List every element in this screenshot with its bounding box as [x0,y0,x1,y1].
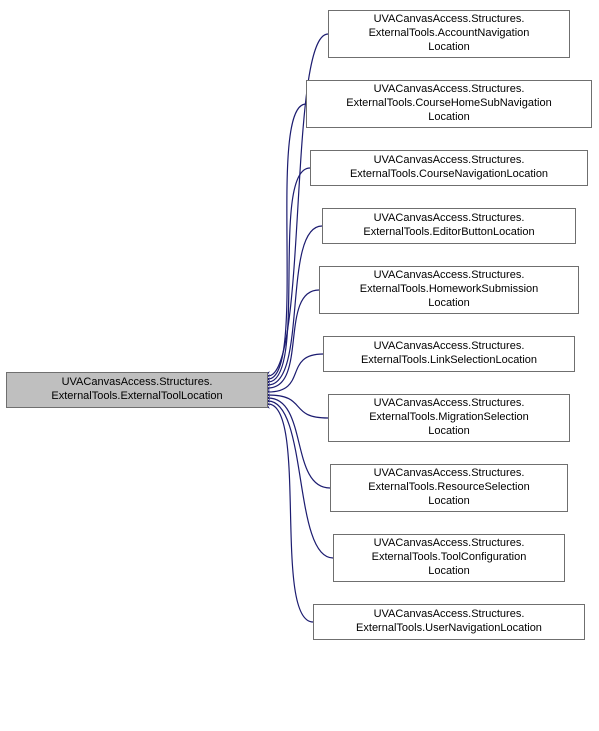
class-name-line: Location [335,425,563,439]
derived-class-node[interactable]: UVACanvasAccess.Structures.ExternalTools… [306,80,592,128]
class-name-line: Location [326,297,572,311]
derived-class-node[interactable]: UVACanvasAccess.Structures.ExternalTools… [328,394,570,442]
class-name-line: Location [335,41,563,55]
class-name-line: ExternalTools.CourseHomeSubNavigation [313,97,585,111]
class-name-line: UVACanvasAccess.Structures. [335,397,563,411]
derived-class-node[interactable]: UVACanvasAccess.Structures.ExternalTools… [319,266,579,314]
inheritance-edge [268,398,330,488]
class-name-line: ExternalTools.ResourceSelection [337,481,561,495]
inheritance-edge [268,168,310,382]
class-name-line: UVACanvasAccess.Structures. [330,340,568,354]
class-name-line: ExternalTools.UserNavigationLocation [320,622,578,636]
class-name-line: Location [340,565,558,579]
class-name-line: UVACanvasAccess.Structures. [335,13,563,27]
derived-class-node[interactable]: UVACanvasAccess.Structures.ExternalTools… [333,534,565,582]
class-name-line: UVACanvasAccess.Structures. [313,83,585,97]
class-name-line: UVACanvasAccess.Structures. [326,269,572,283]
diagram-canvas: UVACanvasAccess.Structures.ExternalTools… [0,0,599,731]
class-name-line: Location [313,111,585,125]
derived-class-node[interactable]: UVACanvasAccess.Structures.ExternalTools… [313,604,585,640]
inheritance-edge [268,290,319,388]
class-name-line: UVACanvasAccess.Structures. [320,608,578,622]
class-name-line: UVACanvasAccess.Structures. [337,467,561,481]
class-name-line: ExternalTools.ToolConfiguration [340,551,558,565]
inheritance-edge [268,401,333,558]
class-name-line: UVACanvasAccess.Structures. [13,376,261,390]
class-name-line: ExternalTools.MigrationSelection [335,411,563,425]
inheritance-edge [268,395,328,418]
class-name-line: ExternalTools.LinkSelectionLocation [330,354,568,368]
class-name-line: ExternalTools.HomeworkSubmission [326,283,572,297]
class-name-line: ExternalTools.CourseNavigationLocation [317,168,581,182]
class-name-line: Location [337,495,561,509]
derived-class-node[interactable]: UVACanvasAccess.Structures.ExternalTools… [323,336,575,372]
class-name-line: UVACanvasAccess.Structures. [329,212,569,226]
class-name-line: UVACanvasAccess.Structures. [340,537,558,551]
derived-class-node[interactable]: UVACanvasAccess.Structures.ExternalTools… [330,464,568,512]
class-name-line: ExternalTools.AccountNavigation [335,27,563,41]
derived-class-node[interactable]: UVACanvasAccess.Structures.ExternalTools… [322,208,576,244]
derived-class-node[interactable]: UVACanvasAccess.Structures.ExternalTools… [310,150,588,186]
base-class-node[interactable]: UVACanvasAccess.Structures.ExternalTools… [6,372,268,408]
class-name-line: ExternalTools.EditorButtonLocation [329,226,569,240]
class-name-line: UVACanvasAccess.Structures. [317,154,581,168]
class-name-line: ExternalTools.ExternalToolLocation [13,390,261,404]
derived-class-node[interactable]: UVACanvasAccess.Structures.ExternalTools… [328,10,570,58]
